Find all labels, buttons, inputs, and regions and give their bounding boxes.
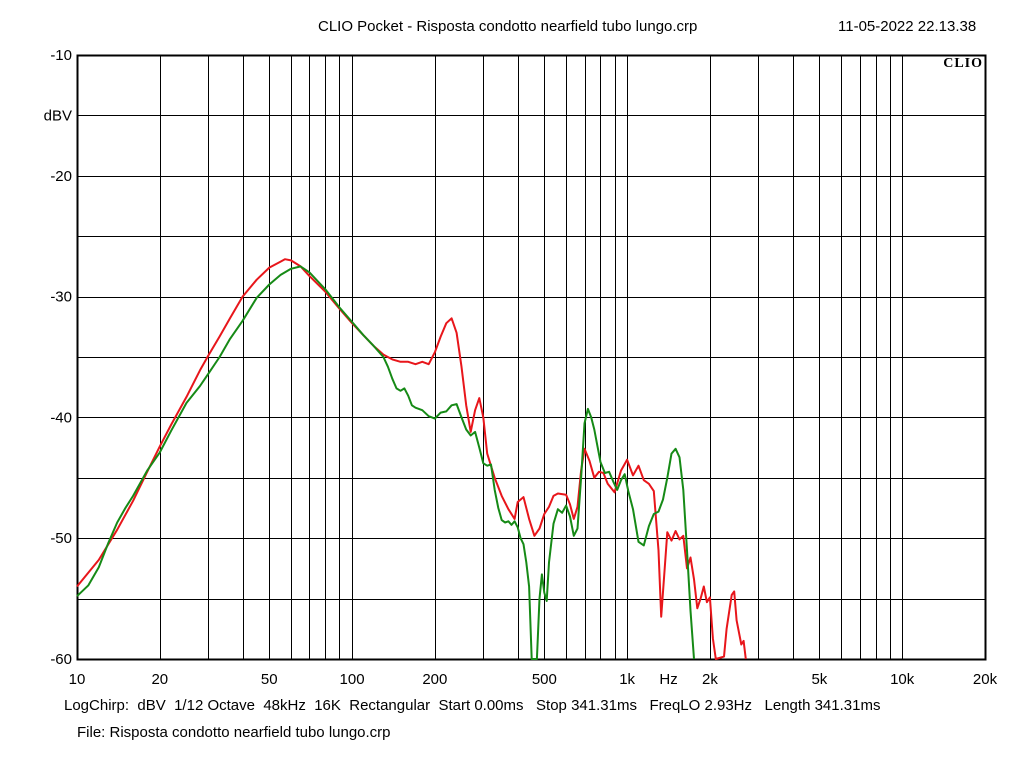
setting-stop: Stop 341.31ms bbox=[536, 697, 637, 714]
y-tick-label: -20 bbox=[50, 168, 72, 185]
x-tick-label: 2k bbox=[702, 671, 718, 688]
file-label: File: Risposta condotto nearfield tubo l… bbox=[77, 724, 391, 741]
clio-logo: CLIO bbox=[943, 56, 983, 71]
setting-freqlo: FreqLO 2.93Hz bbox=[649, 697, 753, 714]
x-tick-label: 10k bbox=[890, 671, 915, 688]
x-tick-label: 50 bbox=[261, 671, 278, 688]
axes: -10 -20 -30 -40 -50 -60 dBV 10 20 50 100 200 500 1k 2k… bbox=[44, 47, 998, 688]
x-tick-label: 10 bbox=[69, 671, 86, 688]
y-tick-label: -40 bbox=[50, 409, 72, 426]
y-tick-label: -60 bbox=[50, 651, 72, 668]
chart-title: CLIO Pocket - Risposta condotto nearfiel… bbox=[318, 18, 698, 35]
traces bbox=[76, 258, 747, 660]
setting-smoothing: 1/12 Octave bbox=[174, 697, 255, 714]
x-tick-label: 1k bbox=[619, 671, 635, 688]
x-tick-label: 500 bbox=[532, 671, 557, 688]
setting-mode: LogChirp: bbox=[64, 697, 130, 714]
y-tick-label: -10 bbox=[50, 47, 72, 64]
x-tick-label: 5k bbox=[811, 671, 827, 688]
setting-window: Rectangular bbox=[349, 697, 431, 714]
x-axis-label: Hz bbox=[659, 671, 677, 688]
y-tick-label: -50 bbox=[50, 530, 72, 547]
setting-samplerate: 48kHz bbox=[263, 697, 306, 714]
plot-grid bbox=[76, 54, 987, 661]
setting-unit: dBV bbox=[137, 697, 166, 714]
y-axis-label: dBV bbox=[44, 107, 72, 124]
timestamp: 11-05-2022 22.13.38 bbox=[838, 18, 977, 35]
measurement-settings: LogChirp: dBV 1/12 Octave 48kHz 16K Rect… bbox=[64, 697, 880, 714]
x-tick-label: 200 bbox=[422, 671, 447, 688]
setting-start: Start 0.00ms bbox=[438, 697, 524, 714]
x-tick-label: 20k bbox=[973, 671, 998, 688]
setting-length: Length 341.31ms bbox=[764, 697, 881, 714]
x-tick-label: 20 bbox=[151, 671, 168, 688]
green-trace bbox=[76, 265, 695, 660]
y-tick-label: -30 bbox=[50, 289, 72, 306]
x-tick-label: 100 bbox=[340, 671, 365, 688]
setting-size: 16K bbox=[314, 697, 341, 714]
